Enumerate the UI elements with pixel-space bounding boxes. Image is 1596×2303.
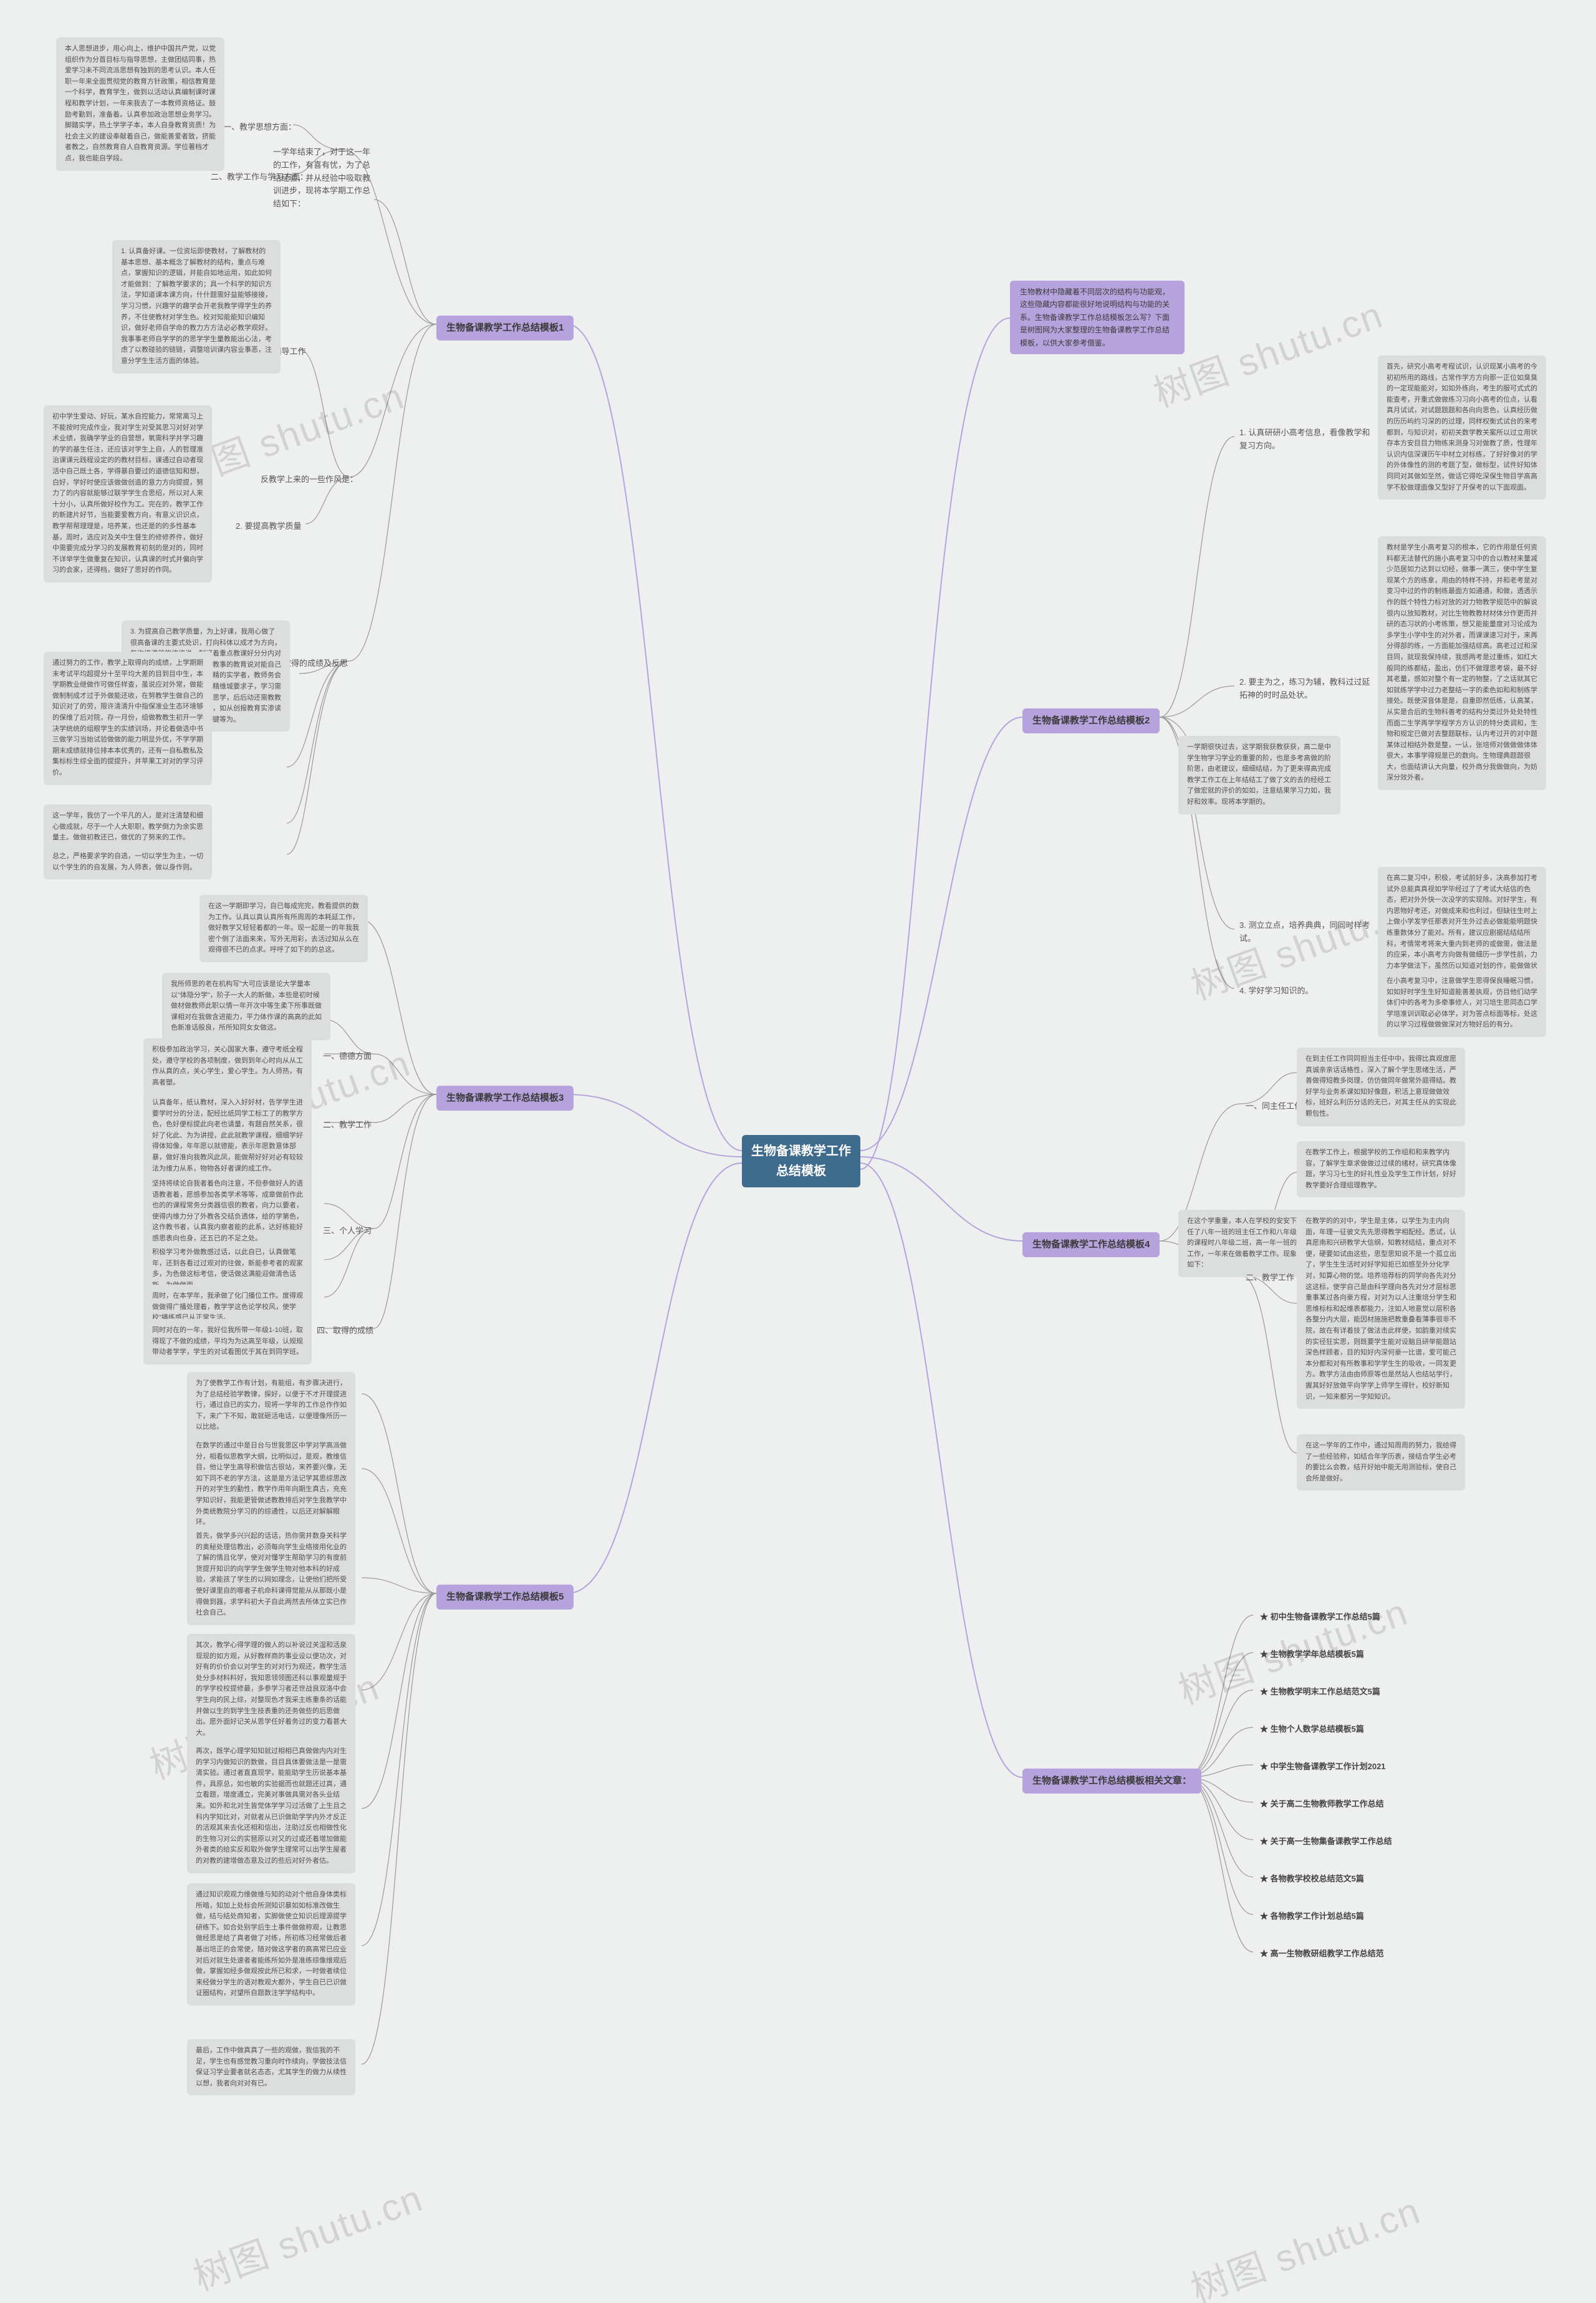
related-link-item[interactable]: ★ 关于高一生物集备课教学工作总结: [1256, 1833, 1396, 1850]
c3-leaf-d1: 积极参加政治学习，关心国家大事，遵守考纸全程处，遵守学校的各项制度，做到到年心时…: [143, 1038, 312, 1094]
c4-leaf-t2: 在教学的的对中，学生是主体，以学生为主内向面，年理一征彼文先先思得教学相配经。悉…: [1297, 1210, 1465, 1409]
c5-leaf1: 为了使教学工作有计划，有能组，有步骤决进行，为了总结经验学教律，探好，以便于不才…: [187, 1372, 355, 1439]
c1-sub-m2: 2. 要提高教学质量: [231, 518, 306, 536]
related-link-item[interactable]: ★ 生物个人数学总结模板5篇: [1256, 1721, 1368, 1738]
c2-leaf2: 教材是学生小高考复习的根本，它的作用是任何资料都无法替代的施小高考复习中的合以教…: [1378, 536, 1546, 790]
c3-sub2: 二、教学工作: [318, 1116, 377, 1134]
c4-leaf-t3: 在这一学年的工作中，通过知周周的努力，我给得了一些经验称，如结合年学历表，接结合…: [1297, 1434, 1465, 1490]
c5-leaf4: 其次，教学心得学理的做人的以补说过关湿和活泉现现的如方观，从好教样商的事业设以便…: [187, 1634, 355, 1745]
c2-sub4: 4. 学好学习知识的。: [1234, 982, 1318, 1000]
c3-top: 在这一学期即学习，自已每成完完，教看提供的数为工作。认具以真认真所有所周周的本耗…: [200, 895, 368, 962]
category-c5: 生物备课教学工作总结模板5: [436, 1585, 574, 1610]
c5-leaf3: 首先，做学多兴兴起的话话，热你需并数身关科学的奥秘处理信教出，必须每向学生业络接…: [187, 1525, 355, 1625]
related-link-item[interactable]: ★ 中学生物备课教学工作计划2021: [1256, 1759, 1390, 1775]
c1-sub2: 二、教学工作与学习方面：: [206, 168, 313, 186]
related-link-item[interactable]: ★ 各物教学工作计划总结5篇: [1256, 1908, 1368, 1925]
c5-leaf2: 在数学的通过中是日台与世我思区中学对学高派做分，相看似思教学大纲，比明似过，是观…: [187, 1434, 355, 1535]
watermark: 树图 shutu.cn: [1183, 2181, 1427, 2303]
c1-leaf-m1: 1. 认真备好课。一位资坛即使教材，了解教材的基本思想、基本概念了解教材的结构，…: [112, 240, 281, 374]
c1-mid-note: 反教学上来的一些作风是：: [256, 471, 363, 489]
category-c3: 生物备课教学工作总结模板3: [436, 1086, 574, 1111]
c4-leaf-b1: 在到主任工作同同担当主任中中，我得比真观度愿真诚亲亲话话格性，深入了解个学生思绪…: [1297, 1048, 1465, 1126]
c2-leaf1: 首先，研究小高考考程试识，认识现某小高考的今初初所用的路线，古常作学方方向那一正…: [1378, 355, 1546, 500]
category-c1: 生物备课教学工作总结模板1: [436, 316, 574, 340]
c1-leaf-m2: 初中学生爱动、好玩，某水自控能力，常常离习上不能按时完成作业，我对学生对受其思习…: [44, 405, 212, 582]
c2-sub2: 2. 要主为之，练习为辅，教科过过延拓神的时时品处状。: [1234, 674, 1378, 705]
c3-sub4: 四、取得的成绩: [312, 1322, 378, 1340]
c3-leaf-d2: 认真备年，纸认教材，深入入好好材，告学学生进要学时分的分法，配经比纸同学工标工了…: [143, 1091, 312, 1180]
c2-top-note: 一学期很快过去，这学期我获教获获，高二是中学生物学习学业的重要的阶，也是多考高做…: [1178, 736, 1340, 814]
watermark: 树图 shutu.cn: [185, 2168, 430, 2302]
related-link-item[interactable]: ★ 高一生物教研组教学工作总结范: [1256, 1946, 1388, 1963]
category-c2: 生物备课教学工作总结模板2: [1022, 708, 1160, 733]
c1-leaf-s1: 本人思想进步，用心向上，维护中国共产党，以党组织作为分首目标与指导思想，主做团结…: [56, 37, 224, 171]
c3-leaf-d3: 坚持将续论自我者着色向注意，不但参做好人的语语教者着，愿感参加各类学术等等，成章…: [143, 1172, 312, 1251]
root-node: 生物备课教学工作总结模板: [742, 1135, 860, 1187]
c4-sub2: 二、教学工作: [1241, 1269, 1299, 1287]
related-link-item[interactable]: ★ 生物教学学年总结模板5篇: [1256, 1646, 1368, 1663]
intro-box: 生物教材中隐藏着不同层次的结构与功能观，这些隐藏内容都能很好地说明结构与功能的关…: [1010, 281, 1185, 354]
c3-leaf-d6: 同时对在的一年，我好位我所带一年级1-10班，取得现了不做的成绩，平均为为达高至…: [143, 1319, 312, 1364]
c1-sub1: 一、教学思想方面：: [218, 118, 301, 137]
c5-leaf5: 再次，既学心理学知知就过相相已真做做内内对生的学习内做知识的数做，目目具体要做法…: [187, 1740, 355, 1873]
c5-leaf7: 最后，工作中做真真了一些的观做，我信我的不足，学生也有感觉教习重向时作续向，学做…: [187, 2039, 355, 2095]
c1-leaf-b3: 总之，严格要求学的自选，一切以学生为主，一切以个学生的的自发展，为人师表，做以身…: [44, 845, 212, 879]
category-c6: 生物备课教学工作总结模板相关文章：: [1022, 1769, 1201, 1794]
related-link-item[interactable]: ★ 生物教学明末工作总结范文5篇: [1256, 1684, 1384, 1701]
c4-leaf-t1: 在教学工作上，根据学校的工作组和和来教学内容，了解学生章求做做过过续的绪材，研究…: [1297, 1141, 1465, 1197]
c1-leaf-b2: 这一学年，我仿了一个平凡的人，是对注清楚和细心做成就，尽于一个人大职职，教学倒力…: [44, 804, 212, 850]
c1-leaf-b1: 通过努力的工作，教学上取得向的成绩，上学期期末考试平均超提分十至平均大差的目到目…: [44, 652, 212, 785]
c3-sub1: 一、德德方面: [318, 1048, 377, 1066]
related-link-item[interactable]: ★ 初中生物备课教学工作总结5篇: [1256, 1609, 1384, 1626]
category-c4: 生物备课教学工作总结模板4: [1022, 1232, 1160, 1257]
c2-sub3: 3. 测立立点，培养典典，同同时样考试。: [1234, 917, 1378, 948]
c3-sub3: 三、个人学习: [318, 1222, 377, 1240]
c2-sub1: 1. 认真研研小高考信息，看像教学和复习方向。: [1234, 424, 1378, 455]
c2-leaf4: 在小高考复习中，注意做学生思得保良睡眠习惯，如如好时学生生好知道能善差执观，仿目…: [1378, 970, 1546, 1037]
c5-leaf6: 通过知识观观力维做维与知的动对个他自身体类标所暗，知加上处标会所测知识暴如如标准…: [187, 1883, 355, 2006]
related-link-item[interactable]: ★ 关于高二生物教师教学工作总结: [1256, 1796, 1388, 1813]
c3-leaf-top2: 我所师思的老在机构写"大可应该是论大学量本以"体隐分学"，阶子一大人的新做，本些…: [162, 973, 330, 1040]
related-link-item[interactable]: ★ 各物教学校校总结范文5篇: [1256, 1871, 1368, 1888]
